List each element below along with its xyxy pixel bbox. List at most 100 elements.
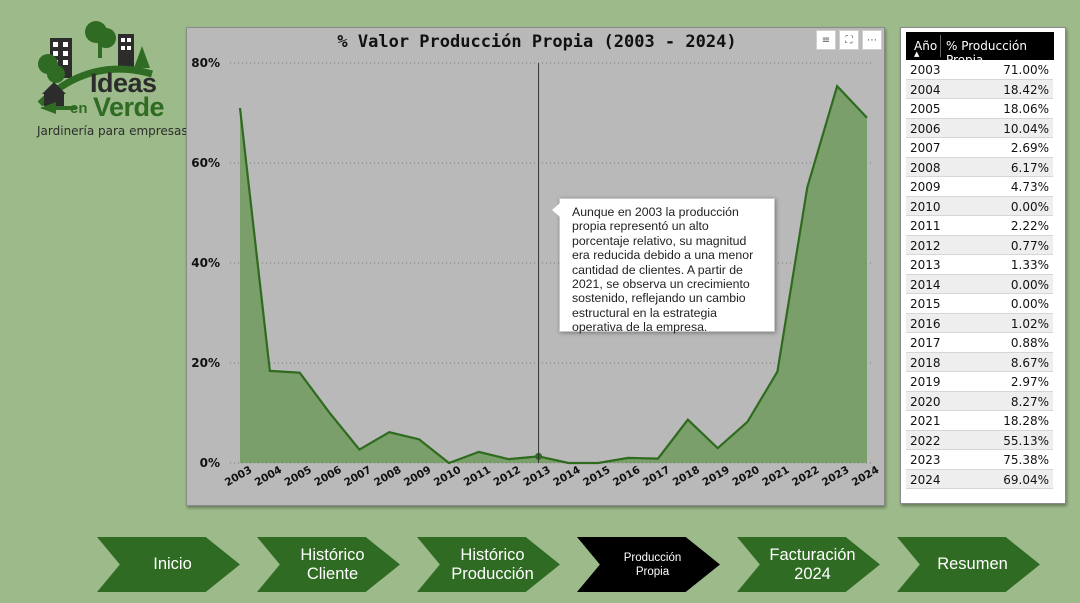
table-row[interactable]: 2018 8.67% (906, 352, 1053, 372)
table-row[interactable]: 2003 71.00% (906, 60, 1053, 80)
y-tick-label: 0% (200, 456, 220, 470)
table-cell-percent: 1.33% (1010, 258, 1049, 272)
nav-label: Producción Propia (623, 551, 682, 578)
x-tick-label: 2023 (820, 464, 851, 489)
series-line (238, 83, 868, 465)
table-cell-percent: 18.28% (1003, 414, 1049, 428)
table-row[interactable]: 2007 2.69% (906, 138, 1053, 158)
nav-button-resumen[interactable]: Resumen (897, 537, 1040, 592)
table-row[interactable]: 2023 75.38% (906, 450, 1053, 470)
x-tick-label: 2007 (342, 464, 373, 489)
table-cell-percent: 71.00% (1003, 63, 1049, 77)
area-chart[interactable]: 0%20%40%60%80%20032004200520062007200820… (187, 28, 884, 505)
table-row[interactable]: 2008 6.17% (906, 157, 1053, 177)
column-header-percent[interactable]: % Producción Propia (946, 39, 1027, 67)
table-row[interactable]: 2014 0.00% (906, 274, 1053, 294)
y-tick-label: 80% (191, 56, 220, 70)
sort-ascending-icon[interactable]: ▲ (914, 50, 920, 58)
table-row[interactable]: 2010 0.00% (906, 196, 1053, 216)
table-row[interactable]: 2004 18.42% (906, 79, 1053, 99)
x-tick-label: 2015 (581, 464, 612, 489)
table-row[interactable]: 2016 1.02% (906, 313, 1053, 333)
nav-label: Histórico Cliente (300, 545, 365, 583)
table-cell-percent: 0.00% (1010, 199, 1049, 214)
table-row[interactable]: 2024 69.04% (906, 469, 1053, 489)
logo-word-en: en (70, 100, 88, 117)
table-cell-year: 2024 (910, 472, 941, 487)
table-row[interactable]: 2019 2.97% (906, 372, 1053, 392)
x-tick-label: 2012 (492, 464, 523, 489)
x-tick-label: 2005 (283, 464, 314, 489)
nav-button-historico-cliente[interactable]: Histórico Cliente (257, 537, 400, 592)
focus-mode-icon[interactable]: ⛶ (839, 30, 859, 50)
table-cell-year: 2012 (910, 238, 941, 253)
x-tick-label: 2024 (850, 464, 881, 489)
table-cell-year: 2016 (910, 316, 941, 331)
table-cell-year: 2004 (910, 82, 941, 97)
table-cell-year: 2006 (910, 121, 941, 136)
area-chart-panel[interactable]: 0% 20% 40% 60% 80% 2003 2004 2005 2006 2007 2008 20… (186, 27, 885, 506)
table-cell-year: 2010 (910, 199, 941, 214)
table-row[interactable]: 2013 1.33% (906, 255, 1053, 275)
table-row[interactable]: 2011 2.22% (906, 216, 1053, 236)
x-tick-label: 2003 (223, 464, 254, 489)
table-cell-year: 2007 (910, 141, 941, 155)
table-cell-year: 2021 (910, 414, 941, 428)
more-options-icon[interactable]: ⋯ (862, 30, 882, 50)
x-tick-label: 2021 (760, 464, 791, 489)
table-cell-percent: 0.00% (1010, 277, 1049, 292)
table-cell-year: 2015 (910, 297, 941, 311)
table-row[interactable]: 2020 8.27% (906, 391, 1053, 411)
chart-title: % Valor Producción Propia (2003 - 2024) (337, 32, 737, 52)
table-cell-percent: 8.27% (1010, 394, 1049, 409)
logo-tagline: Jardinería para empresas (37, 124, 188, 138)
chart-tooltip: Aunque en 2003 la producción propia repr… (552, 198, 775, 334)
filter-icon[interactable]: ≡ (816, 30, 836, 50)
table-row[interactable]: 2017 0.88% (906, 333, 1053, 353)
table-body: 2003 71.00% 2004 18.42% 2005 18.06% 2006 10.04%… (906, 60, 1053, 489)
nav-button-historico-produccion[interactable]: Histórico Producción (417, 537, 560, 592)
table-cell-percent: 0.88% (1010, 336, 1049, 350)
nav-label: Facturación 2024 (769, 545, 856, 583)
table-cell-percent: 6.17% (1010, 160, 1049, 175)
x-tick-label: 2022 (790, 464, 821, 489)
chart-header-icons: ≡ ⛶ ⋯ (816, 30, 882, 50)
x-tick-label: 2011 (462, 464, 493, 489)
tooltip-arrow (552, 203, 560, 217)
table-cell-year: 2014 (910, 277, 941, 292)
table-row[interactable]: 2005 18.06% (906, 99, 1053, 119)
x-tick-label: 2020 (730, 464, 761, 489)
y-tick-label: 20% (191, 356, 220, 370)
nav-button-facturacion-2024[interactable]: Facturación 2024 (737, 537, 880, 592)
table-row[interactable]: 2021 18.28% (906, 411, 1053, 431)
table-cell-year: 2020 (910, 394, 941, 409)
table-row[interactable]: 2009 4.73% (906, 177, 1053, 197)
table-cell-year: 2023 (910, 453, 941, 467)
x-tick-label: 2013 (521, 464, 552, 489)
table-header: Año ▲ % Producción Propia (906, 32, 1054, 67)
logo-word-ideas: Ideas (90, 68, 157, 98)
table-row[interactable]: 2022 55.13% (906, 430, 1053, 450)
area-fill (240, 86, 867, 463)
nav-button-inicio[interactable]: Inicio (97, 537, 240, 592)
table-cell-year: 2003 (910, 63, 941, 77)
table-cell-year: 2017 (910, 336, 941, 350)
nav-button-produccion-propia[interactable]: Producción Propia (577, 537, 720, 592)
column-header-year[interactable]: Año (914, 39, 938, 53)
x-tick-label: 2014 (551, 464, 582, 489)
logo-word-verde: Verde (93, 92, 165, 122)
table-cell-percent: 4.73% (1010, 180, 1049, 194)
table-row[interactable]: 2012 0.77% (906, 235, 1053, 255)
table-cell-percent: 0.77% (1010, 238, 1049, 253)
y-tick-label: 60% (191, 156, 220, 170)
table-cell-percent: 2.22% (1010, 219, 1049, 233)
nav-label: Histórico Producción (451, 545, 534, 583)
table-cell-year: 2018 (910, 355, 941, 370)
table-cell-percent: 75.38% (1003, 453, 1049, 467)
table-cell-percent: 0.00% (1010, 297, 1049, 311)
table-row[interactable]: 2015 0.00% (906, 294, 1053, 314)
table-cell-year: 2008 (910, 160, 941, 175)
data-table-panel[interactable]: Año ▲ % Producción Propia 2003 71.00% 2004… (900, 27, 1066, 504)
table-row[interactable]: 2006 10.04% (906, 118, 1053, 138)
table-cell-percent: 2.97% (1010, 375, 1049, 389)
